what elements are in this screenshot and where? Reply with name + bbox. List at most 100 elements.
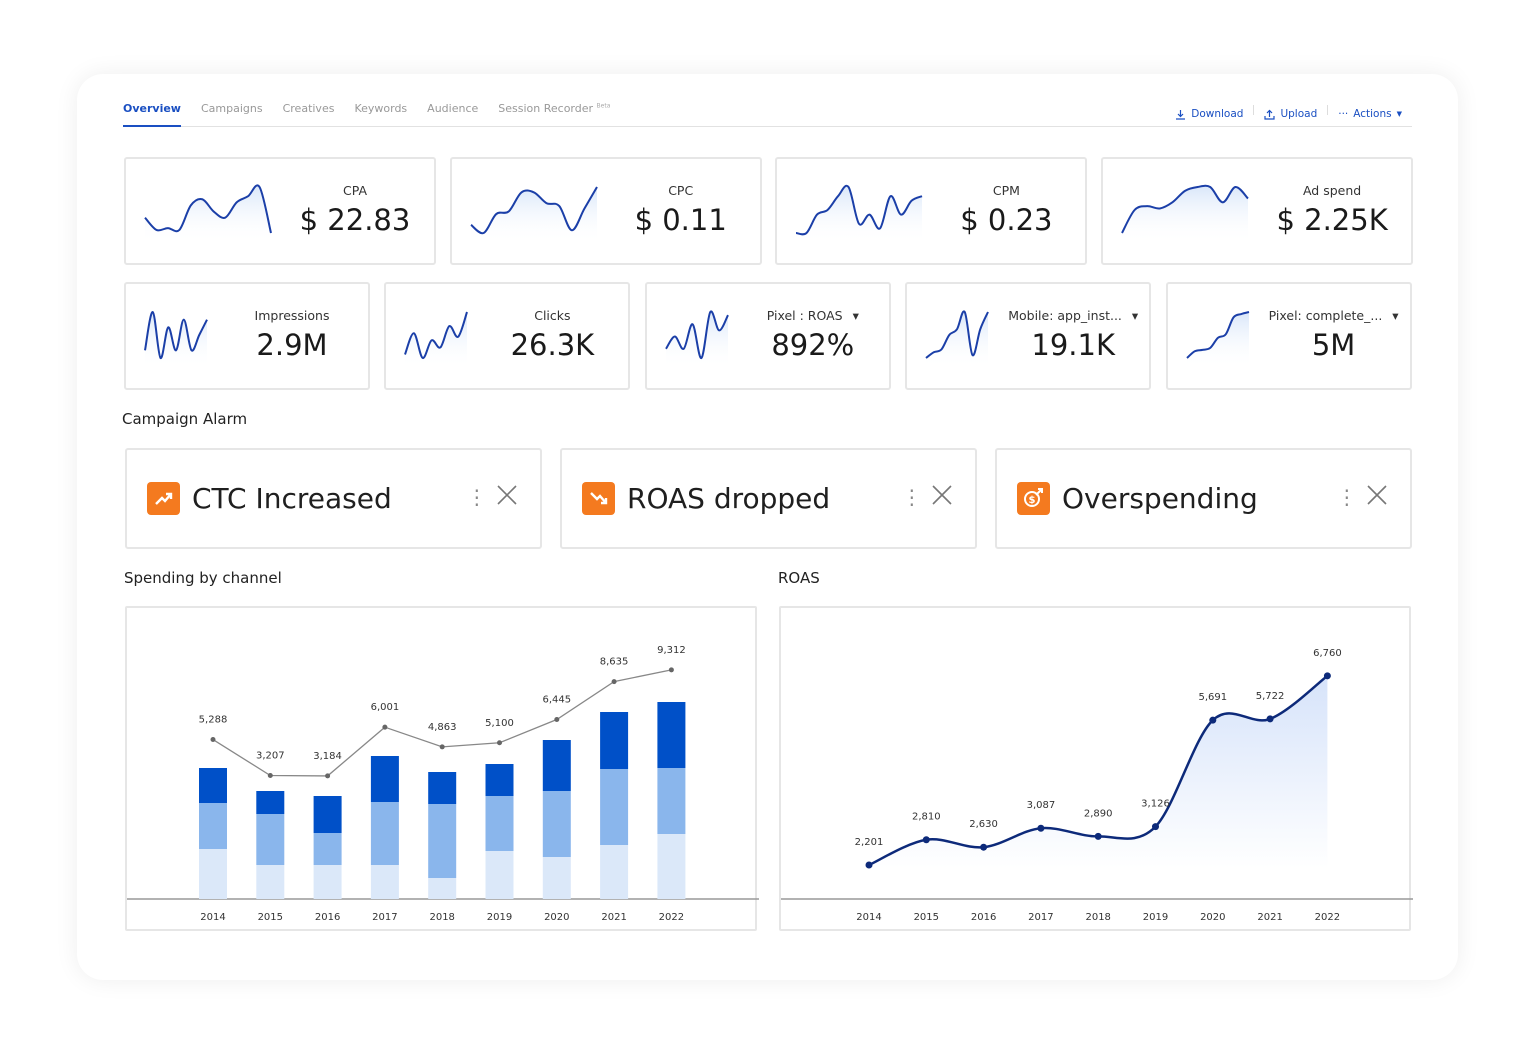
kpi-label-text: Impressions bbox=[254, 308, 330, 323]
spending-chart-title: Spending by channel bbox=[124, 569, 282, 587]
caret-down-icon[interactable]: ▾ bbox=[848, 308, 859, 323]
upload-button[interactable]: Upload bbox=[1254, 102, 1327, 126]
kpi-card[interactable]: CPA $ 22.83 bbox=[124, 157, 436, 265]
close-icon[interactable] bbox=[496, 484, 518, 506]
kpi-value: $ 2.25K bbox=[1276, 203, 1388, 237]
dollar-up-icon: $ bbox=[1017, 482, 1050, 515]
kpi-label-text: CPC bbox=[668, 183, 694, 198]
sparkline-line bbox=[664, 310, 729, 360]
kpi-card[interactable]: Ad spend $ 2.25K bbox=[1101, 157, 1414, 265]
data-label: 6,445 bbox=[542, 695, 571, 706]
tab-creatives[interactable]: Creatives bbox=[283, 96, 335, 126]
x-tick-label: 2016 bbox=[971, 912, 996, 923]
data-label: 8,635 bbox=[600, 657, 629, 668]
kpi-card[interactable]: Clicks 26.3K bbox=[384, 282, 631, 390]
data-label: 3,207 bbox=[256, 751, 285, 762]
bar-segment bbox=[199, 849, 227, 899]
sparkline-area bbox=[145, 185, 271, 243]
beta-badge: Beta bbox=[596, 102, 611, 110]
data-label: 5,288 bbox=[199, 715, 228, 726]
bar-segment bbox=[256, 865, 285, 899]
caret-down-icon[interactable]: ▾ bbox=[1388, 308, 1399, 323]
tab-label: Keywords bbox=[354, 102, 408, 115]
kpi-label: Clicks bbox=[476, 308, 628, 323]
download-button[interactable]: Download bbox=[1165, 102, 1253, 126]
kpi-label-text: Clicks bbox=[534, 308, 571, 323]
caret-down-icon[interactable]: ▾ bbox=[1127, 308, 1139, 323]
kpi-value: 26.3K bbox=[510, 328, 595, 362]
tab-keywords[interactable]: Keywords bbox=[354, 96, 407, 126]
x-tick-label: 2014 bbox=[856, 912, 881, 923]
data-label: 2,890 bbox=[1084, 808, 1113, 819]
more-options-icon[interactable]: · · · bbox=[1343, 479, 1350, 517]
close-icon[interactable] bbox=[931, 484, 953, 506]
roas-line bbox=[868, 674, 1329, 867]
kpi-label-text: CPA bbox=[342, 183, 368, 198]
data-label: 5,722 bbox=[1256, 691, 1285, 702]
data-label: 9,312 bbox=[657, 645, 686, 656]
sparkline-area bbox=[926, 311, 989, 368]
line-point bbox=[497, 740, 502, 746]
bar-segment bbox=[600, 769, 629, 845]
actions-menu-button[interactable]: ··· Actions ▼ bbox=[1328, 102, 1412, 126]
sparkline bbox=[144, 310, 208, 368]
x-tick-label: 2022 bbox=[1315, 912, 1340, 923]
data-label: 2,201 bbox=[855, 837, 884, 848]
upload-label: Upload bbox=[1280, 108, 1318, 120]
roas-point bbox=[865, 861, 873, 869]
sparkline bbox=[1185, 311, 1249, 368]
kpi-label-text: Pixel : ROAS bbox=[766, 308, 843, 323]
x-tick-label: 2015 bbox=[914, 912, 939, 923]
bar-segment bbox=[657, 702, 686, 768]
kpi-label: Ad spend bbox=[1253, 183, 1411, 198]
kpi-label[interactable]: Pixel : ROAS ▾ bbox=[737, 308, 889, 323]
close-icon[interactable] bbox=[1366, 484, 1388, 506]
alarm-card[interactable]: ROAS dropped · · · bbox=[560, 448, 977, 549]
campaign-alarm-title: Campaign Alarm bbox=[122, 410, 248, 428]
more-options-icon[interactable]: · · · bbox=[473, 479, 480, 517]
more-options-icon[interactable]: · · · bbox=[908, 479, 915, 517]
x-tick-label: 2019 bbox=[487, 912, 512, 923]
line-point bbox=[267, 773, 273, 779]
bar-segment bbox=[428, 772, 457, 804]
sparkline-line bbox=[404, 311, 469, 360]
kpi-card[interactable]: Impressions 2.9M bbox=[124, 282, 370, 390]
alarm-card[interactable]: CTC Increased · · · bbox=[125, 448, 542, 549]
tab-overview[interactable]: Overview bbox=[123, 96, 181, 127]
kpi-label[interactable]: Mobile: app_inst... ▾ bbox=[997, 308, 1149, 323]
dashboard-card: Overview Campaigns Creatives Keywords Audien… bbox=[77, 74, 1458, 980]
kpi-card[interactable]: CPM $ 0.23 bbox=[775, 157, 1088, 265]
sparkline-line bbox=[796, 184, 923, 236]
sparkline-area bbox=[405, 312, 468, 368]
data-label: 3,087 bbox=[1027, 800, 1056, 811]
bar-segment bbox=[256, 814, 285, 865]
data-label: 2,810 bbox=[912, 812, 941, 823]
kpi-card[interactable]: Mobile: app_inst... ▾ 19.1K bbox=[905, 282, 1152, 390]
tab-campaigns[interactable]: Campaigns bbox=[201, 96, 263, 126]
svg-text:$: $ bbox=[1029, 495, 1036, 506]
sparkline bbox=[925, 310, 990, 368]
caret-down-icon: ▼ bbox=[1396, 110, 1402, 118]
kpi-card[interactable]: Pixel : ROAS ▾ 892% bbox=[644, 282, 891, 390]
x-tick-label: 2017 bbox=[1028, 912, 1053, 923]
kpi-label: CPA bbox=[276, 183, 434, 198]
bar-segment bbox=[313, 796, 342, 833]
line-point bbox=[325, 773, 331, 779]
tab-audience[interactable]: Audience bbox=[427, 96, 478, 126]
bar-segment bbox=[485, 851, 514, 899]
trend-down-icon bbox=[582, 482, 615, 515]
actions-label: Actions bbox=[1353, 108, 1392, 120]
bar-segment bbox=[313, 833, 342, 865]
kpi-card[interactable]: CPC $ 0.11 bbox=[449, 157, 762, 265]
alarm-card[interactable]: $ Overspending · · · bbox=[995, 448, 1412, 549]
tab-session-recorder[interactable]: Session Recorder Beta bbox=[498, 96, 610, 126]
tab-label: Session Recorder bbox=[498, 102, 594, 115]
sparkline-line bbox=[470, 186, 598, 235]
kpi-card[interactable]: Pixel: complete_... ▾ 5M bbox=[1165, 282, 1412, 390]
more-dots-icon: ··· bbox=[1338, 108, 1349, 120]
line-point bbox=[611, 679, 617, 685]
bar-segment bbox=[370, 802, 399, 865]
kpi-label[interactable]: Pixel: complete_... ▾ bbox=[1258, 308, 1410, 323]
roas-point bbox=[1094, 832, 1102, 840]
sparkline-area bbox=[1122, 185, 1249, 243]
